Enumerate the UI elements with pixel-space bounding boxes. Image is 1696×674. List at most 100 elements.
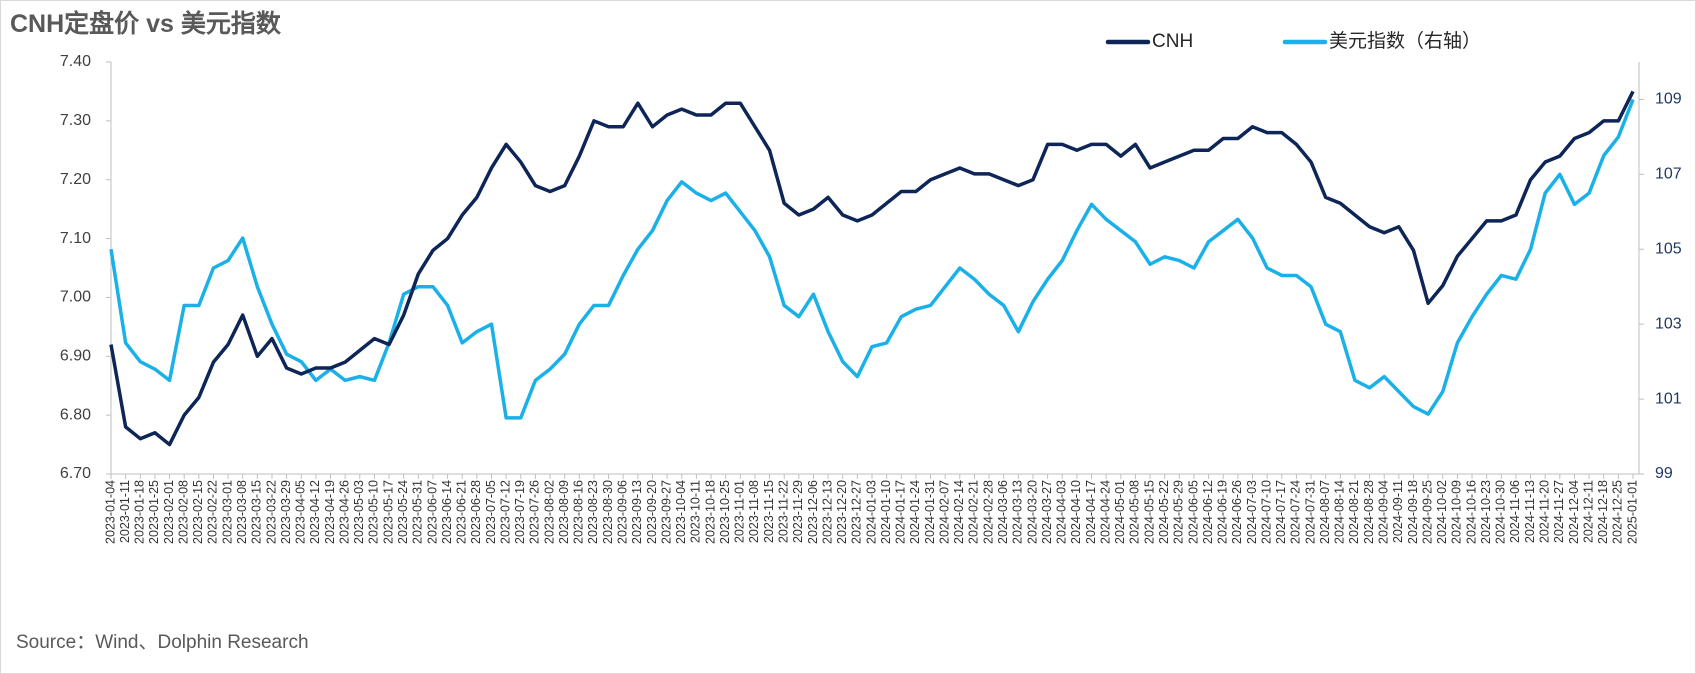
series-line xyxy=(109,98,1635,420)
x-tick-label: 2023-05-17 xyxy=(381,480,395,544)
x-tick-label: 2023-11-01 xyxy=(733,480,747,543)
x-tick-label: 2023-10-04 xyxy=(674,480,688,544)
x-tick-label: 2024-04-24 xyxy=(1098,480,1112,544)
x-tick-label: 2023-08-23 xyxy=(586,480,600,544)
source-note: Source：Wind、Dolphin Research xyxy=(16,632,309,653)
x-tick-label: 2024-08-07 xyxy=(1318,480,1332,544)
y-tick-label: 7.10 xyxy=(60,230,91,247)
x-tick-label: 2023-06-07 xyxy=(425,480,439,544)
y2-tick-label: 103 xyxy=(1655,315,1682,332)
x-tick-label: 2024-09-11 xyxy=(1391,480,1405,543)
x-tick-label: 2024-10-30 xyxy=(1494,480,1508,544)
x-tick-label: 2024-01-17 xyxy=(894,480,908,544)
x-tick-label: 2024-03-20 xyxy=(1025,480,1039,544)
x-tick-label: 2024-05-15 xyxy=(1142,480,1156,544)
x-tick-label: 2024-03-27 xyxy=(1040,480,1054,544)
x-tick-label: 2023-10-11 xyxy=(689,480,703,543)
x-tick-label: 2023-03-01 xyxy=(220,480,234,544)
x-tick-label: 2024-11-20 xyxy=(1537,480,1551,543)
x-tick-label: 2024-10-16 xyxy=(1464,480,1478,544)
series-line xyxy=(109,90,1635,447)
x-tick-label: 2024-09-04 xyxy=(1377,480,1391,544)
chart-title: CNH定盘价 vs 美元指数 xyxy=(10,9,282,38)
x-tick-label: 2023-08-30 xyxy=(601,480,615,544)
x-tick-label: 2023-12-20 xyxy=(835,480,849,544)
x-tick-label: 2024-04-10 xyxy=(1069,480,1083,544)
y2-tick-label: 109 xyxy=(1655,91,1682,108)
x-tick-label: 2024-08-14 xyxy=(1333,480,1347,544)
x-tick-label: 2023-12-27 xyxy=(850,480,864,544)
x-tick-label: 2023-11-29 xyxy=(791,480,805,543)
y-tick-label: 7.40 xyxy=(60,53,91,70)
x-tick-label: 2024-12-11 xyxy=(1581,480,1595,543)
x-tick-label: 2023-04-26 xyxy=(337,480,351,544)
x-tick-label: 2023-10-25 xyxy=(718,480,732,544)
x-tick-label: 2023-02-22 xyxy=(206,480,220,544)
x-tick-label: 2023-05-24 xyxy=(396,480,410,544)
x-tick-label: 2023-01-18 xyxy=(133,480,147,544)
x-tick-label: 2024-06-26 xyxy=(1230,480,1244,544)
x-tick-label: 2023-03-22 xyxy=(264,480,278,544)
x-tick-label: 2024-02-28 xyxy=(981,480,995,544)
y-tick-label: 7.00 xyxy=(60,289,91,306)
x-tick-label: 2023-12-13 xyxy=(820,480,834,544)
y2-tick-label: 107 xyxy=(1655,166,1682,183)
x-tick-label: 2024-05-29 xyxy=(1172,480,1186,544)
x-tick-label: 2023-11-15 xyxy=(762,480,776,543)
x-tick-label: 2024-03-06 xyxy=(996,480,1010,544)
x-tick-label: 2023-07-05 xyxy=(484,480,498,544)
x-tick-label: 2024-01-10 xyxy=(879,480,893,544)
x-tick-label: 2024-07-03 xyxy=(1245,480,1259,544)
x-tick-label: 2024-10-02 xyxy=(1435,480,1449,544)
x-tick-label: 2024-01-24 xyxy=(908,480,922,544)
y-tick-label: 6.90 xyxy=(60,348,91,365)
x-tick-label: 2023-05-31 xyxy=(411,480,425,544)
x-tick-label: 2024-08-28 xyxy=(1362,480,1376,544)
x-tick-label: 2023-06-21 xyxy=(455,480,469,544)
x-tick-label: 2024-05-01 xyxy=(1113,480,1127,544)
x-tick-label: 2024-07-31 xyxy=(1303,480,1317,544)
x-tick-label: 2023-09-06 xyxy=(616,480,630,544)
x-tick-label: 2024-10-09 xyxy=(1450,480,1464,544)
x-tick-label: 2023-06-28 xyxy=(469,480,483,544)
x-tick-label: 2023-11-08 xyxy=(747,480,761,543)
x-tick-label: 2023-02-01 xyxy=(162,480,176,544)
x-tick-label: 2024-02-14 xyxy=(952,480,966,544)
x-tick-label: 2024-03-13 xyxy=(1011,480,1025,544)
y-tick-label: 6.80 xyxy=(60,406,91,423)
x-tick-label: 2024-11-13 xyxy=(1523,480,1537,543)
legend-label: 美元指数（右轴） xyxy=(1329,30,1481,52)
x-tick-label: 2024-11-06 xyxy=(1508,480,1522,543)
x-tick-label: 2024-04-17 xyxy=(1084,480,1098,544)
x-tick-label: 2024-10-23 xyxy=(1479,480,1493,544)
x-tick-label: 2024-01-03 xyxy=(864,480,878,544)
x-tick-label: 2023-08-09 xyxy=(557,480,571,544)
x-tick-label: 2024-09-25 xyxy=(1420,480,1434,544)
x-tick-label: 2024-08-21 xyxy=(1347,480,1361,544)
x-tick-label: 2023-08-16 xyxy=(572,480,586,544)
x-tick-label: 2023-09-27 xyxy=(659,480,673,544)
y-tick-label: 7.30 xyxy=(60,112,91,129)
x-tick-label: 2024-01-31 xyxy=(923,480,937,544)
x-tick-label: 2023-07-12 xyxy=(498,480,512,544)
x-tick-label: 2023-01-04 xyxy=(103,480,117,544)
x-tick-label: 2024-05-08 xyxy=(1128,480,1142,544)
legend-label: CNH xyxy=(1152,31,1193,52)
x-tick-label: 2024-11-27 xyxy=(1552,480,1566,543)
x-tick-label: 2023-10-18 xyxy=(703,480,717,544)
x-tick-label: 2023-04-12 xyxy=(308,480,322,544)
x-tick-label: 2023-01-11 xyxy=(118,480,132,543)
x-tick-label: 2024-07-24 xyxy=(1289,480,1303,544)
x-tick-label: 2023-07-26 xyxy=(528,480,542,544)
y2-tick-label: 105 xyxy=(1655,240,1682,257)
x-tick-label: 2024-12-04 xyxy=(1567,480,1581,544)
x-tick-label: 2023-03-15 xyxy=(250,480,264,544)
x-tick-label: 2023-07-19 xyxy=(513,480,527,544)
x-tick-label: 2023-06-14 xyxy=(440,480,454,544)
x-tick-label: 2024-07-10 xyxy=(1259,480,1273,544)
x-tick-label: 2023-05-03 xyxy=(352,480,366,544)
x-tick-label: 2024-02-21 xyxy=(967,480,981,544)
y-tick-label: 6.70 xyxy=(60,465,91,482)
